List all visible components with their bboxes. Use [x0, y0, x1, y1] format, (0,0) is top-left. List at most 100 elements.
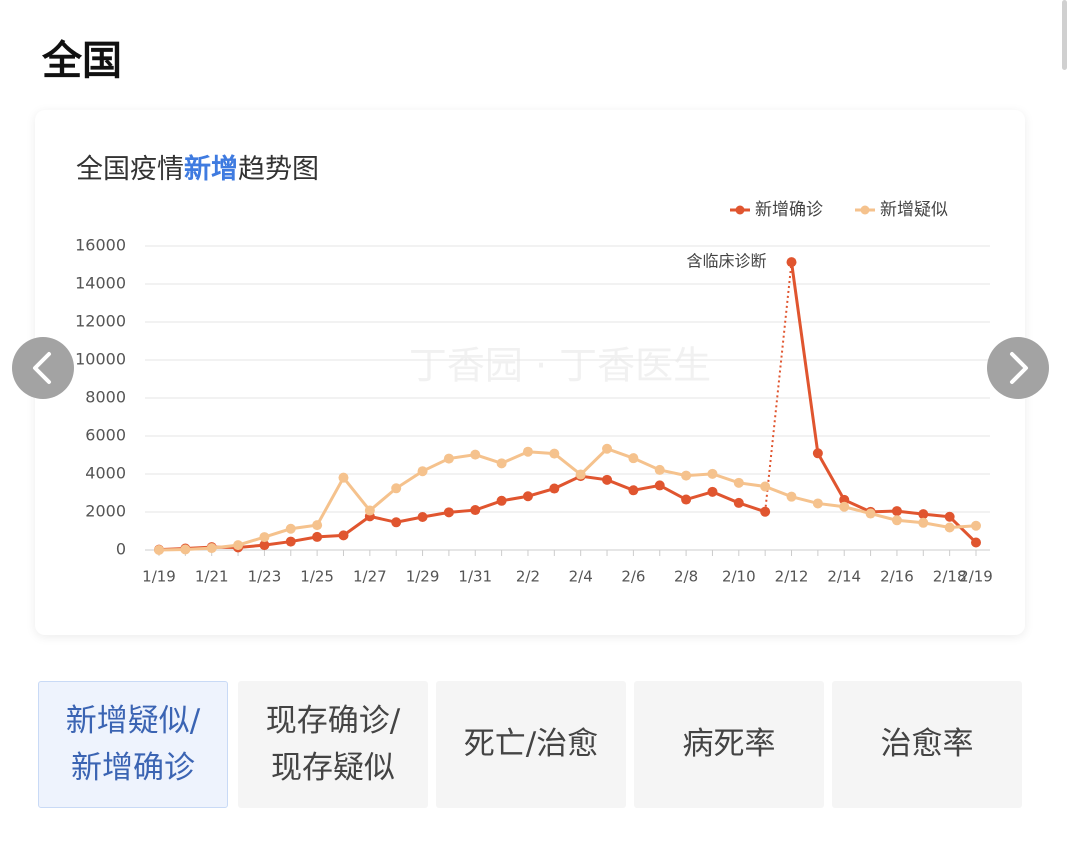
tab[interactable]: 现存确诊/现存疑似: [238, 681, 428, 808]
point: [971, 537, 981, 548]
point: [760, 506, 771, 517]
point: [391, 517, 402, 528]
point: [522, 446, 533, 457]
tab[interactable]: 死亡/治愈: [436, 681, 626, 808]
point: [654, 480, 665, 491]
point: [707, 468, 718, 479]
point: [180, 544, 191, 555]
point: [628, 453, 639, 464]
legend-label: 新增疑似: [880, 200, 948, 220]
point: [681, 470, 692, 481]
chevron: [33, 352, 51, 384]
point: [944, 511, 955, 522]
point: [812, 448, 823, 459]
point: [364, 505, 375, 516]
point: [628, 485, 639, 496]
point: [285, 523, 296, 534]
legend-dot: [860, 205, 870, 215]
legend-dot: [735, 205, 745, 215]
point: [443, 453, 454, 464]
point: [391, 483, 402, 494]
point: [839, 501, 850, 512]
x-tick-label: 1/31: [458, 568, 492, 586]
point: [417, 511, 428, 522]
point: [760, 481, 771, 492]
point: [470, 505, 481, 516]
point: [285, 536, 296, 547]
y-tick-label: 4000: [85, 464, 126, 483]
tab-label: 现存确诊/: [265, 703, 401, 739]
point: [786, 491, 797, 502]
y-tick-label: 16000: [75, 236, 126, 255]
point: [496, 458, 507, 469]
tab[interactable]: 病死率: [634, 681, 824, 808]
point: [575, 469, 586, 480]
x-tick-label: 1/29: [406, 568, 440, 586]
tab[interactable]: 新增疑似/新增确诊: [38, 681, 228, 808]
x-tick-label: 2/14: [827, 568, 861, 586]
legend-label: 新增确诊: [755, 200, 823, 220]
x-tick-label: 1/21: [195, 568, 229, 586]
tab-label: 治愈率: [880, 726, 974, 763]
point: [338, 530, 349, 541]
tab-label: 新增疑似/: [65, 703, 201, 739]
x-tick-label: 2/18: [933, 568, 967, 586]
point: [602, 443, 613, 454]
point: [918, 517, 929, 528]
series-line: [158, 474, 766, 552]
tab[interactable]: 治愈率: [832, 681, 1022, 808]
point: [918, 509, 929, 520]
x-tick-label: 1/27: [353, 568, 387, 586]
x-tick-label: 2/10: [722, 568, 756, 586]
heading: 全国: [42, 38, 122, 84]
y-tick-label: 10000: [75, 350, 126, 369]
point: [733, 477, 744, 488]
x-tick-label: 1/19: [142, 568, 176, 586]
prev-button[interactable]: [12, 337, 74, 399]
title-part: 趋势图: [238, 154, 319, 185]
point: [312, 520, 323, 531]
point: [522, 491, 533, 502]
point: [733, 497, 744, 508]
series-line: [158, 447, 977, 552]
point: [154, 545, 164, 555]
chart-title: 全国疫情新增趋势图: [76, 153, 319, 185]
point: [259, 540, 270, 551]
annotation-link: [764, 262, 793, 512]
next-button[interactable]: [987, 337, 1049, 399]
point: [971, 520, 981, 531]
point: [681, 494, 692, 505]
point: [443, 507, 454, 518]
x-tick-label: 2/19: [959, 568, 993, 586]
point: [602, 474, 613, 485]
title-part: 新增: [184, 153, 238, 185]
watermark: 丁香园 · 丁香医生: [409, 344, 711, 388]
point: [549, 483, 560, 494]
point: [865, 508, 876, 519]
point: [259, 532, 270, 543]
y-tick-label: 6000: [85, 426, 126, 445]
point: [338, 472, 349, 483]
y-tick-label: 14000: [75, 274, 126, 293]
x-tick-label: 1/25: [300, 568, 334, 586]
y-tick-label: 0: [116, 540, 126, 559]
scrollbar: [1062, 0, 1067, 70]
point: [312, 531, 323, 542]
title-part: 全国疫情: [76, 154, 184, 185]
x-tick-label: 2/8: [674, 568, 698, 586]
point: [707, 486, 718, 497]
y-tick-label: 12000: [75, 312, 126, 331]
point: [891, 515, 902, 526]
point: [233, 540, 244, 551]
chevron: [1010, 352, 1028, 384]
tab-label: 病死率: [682, 726, 776, 763]
x-tick-label: 2/4: [569, 568, 593, 586]
y-tick-label: 2000: [85, 502, 126, 521]
x-tick-label: 2/6: [621, 568, 645, 586]
x-tick-label: 2/2: [516, 568, 540, 586]
annotation: 含临床诊断: [687, 252, 767, 271]
point: [944, 522, 955, 533]
point: [839, 494, 850, 505]
